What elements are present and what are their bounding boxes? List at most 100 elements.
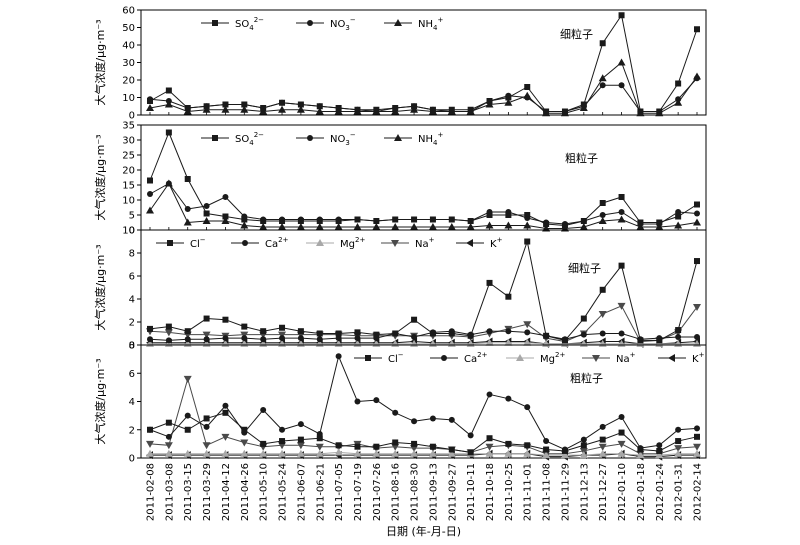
series-k [146, 449, 700, 461]
data-point-mg [296, 449, 305, 457]
data-point-ca [505, 328, 512, 335]
data-point-cl [335, 442, 342, 449]
data-point-ca [354, 335, 361, 342]
data-point-nh4 [240, 221, 249, 229]
legend-marker-na [391, 240, 399, 247]
data-point-nh4 [598, 74, 607, 82]
legend-label-base: K [692, 354, 699, 365]
data-point-so4 [580, 101, 587, 108]
data-point-so4 [335, 218, 342, 224]
data-point-cl [429, 330, 436, 337]
series-line-mg [150, 451, 697, 456]
data-point-no3 [524, 94, 531, 101]
data-point-cl [147, 426, 153, 433]
data-point-ca [694, 425, 700, 432]
data-point-mg [485, 338, 494, 346]
x-tick-label: 2011-12-27 [598, 463, 609, 521]
legend-item-cl: Cl− [354, 351, 404, 365]
panel-label: 细粒子 [560, 27, 593, 41]
data-point-no3 [675, 96, 682, 103]
legend-label-cl: Cl− [190, 236, 206, 250]
data-point-mg [221, 449, 230, 457]
data-point-cl [448, 446, 455, 453]
data-point-na [221, 433, 230, 441]
x-tick-label: 2011-11-01 [523, 463, 534, 521]
data-point-nh4 [504, 221, 513, 229]
data-point-so4 [486, 212, 493, 218]
data-point-cl [165, 323, 172, 330]
legend-label-no3: NO3− [330, 16, 356, 32]
legend-label-base: SO [235, 19, 249, 30]
data-point-mg [485, 449, 494, 457]
legend-label-na: Na+ [616, 351, 636, 365]
legend-label-base: Ca [265, 239, 278, 250]
data-point-so4 [222, 101, 229, 108]
data-point-mg [315, 449, 324, 457]
data-point-ca [599, 423, 606, 430]
x-tick-label: 2011-09-13 [428, 463, 439, 521]
series-so4 [147, 129, 700, 229]
legend-label-nh4: NH4+ [418, 131, 443, 147]
legend-label-superscript: − [398, 351, 404, 359]
y-tick-label: 20 [122, 76, 135, 87]
x-tick-label: 2011-10-18 [485, 463, 496, 521]
data-point-ca [241, 335, 248, 342]
data-point-so4 [392, 105, 399, 111]
data-point-so4 [147, 98, 153, 104]
legend-label-base: Mg [340, 239, 355, 250]
data-point-nh4 [183, 218, 192, 226]
x-tick-label: 2011-09-27 [447, 463, 458, 521]
legend-label-superscript: 2+ [477, 351, 487, 359]
data-point-ca [580, 331, 587, 338]
data-point-mg [655, 451, 664, 459]
y-tick-label: 20 [122, 166, 135, 177]
y-tick-label: 0 [129, 111, 135, 122]
data-point-no3 [165, 180, 172, 187]
data-point-ca [524, 329, 531, 336]
data-point-so4 [165, 87, 172, 94]
series-nh4 [146, 179, 701, 232]
data-point-mg [504, 338, 513, 346]
data-point-na [598, 443, 607, 451]
y-tick-label: 15 [122, 181, 135, 192]
legend-marker-no3 [307, 20, 313, 26]
legend-label-mg: Mg2+ [540, 351, 565, 365]
data-point-mg [598, 449, 607, 457]
series-line-na [149, 305, 698, 343]
legend-label-subscript: 4 [433, 24, 438, 32]
data-point-mg [146, 449, 154, 457]
y-tick-label: 8 [129, 249, 135, 260]
legend-marker-k [466, 239, 473, 247]
data-point-so4 [637, 219, 644, 226]
data-point-so4 [354, 106, 361, 113]
data-point-cl [486, 435, 493, 442]
data-point-so4 [599, 200, 606, 206]
data-point-so4 [354, 216, 361, 223]
data-point-so4 [561, 222, 568, 229]
legend-label-superscript: − [350, 16, 356, 24]
legend-item-so4: SO42− [201, 16, 264, 32]
data-point-so4 [184, 105, 191, 111]
data-point-no3 [599, 82, 606, 89]
legend-label-superscript: 2+ [555, 351, 565, 359]
data-point-cl [222, 409, 229, 416]
data-point-so4 [675, 213, 682, 220]
legend-label-base: Ca [464, 354, 477, 365]
legend-item-k: K+ [658, 351, 705, 365]
x-tick-label: 2012-01-10 [617, 463, 628, 521]
x-tick-label: 2011-07-19 [353, 463, 364, 521]
data-point-ca [486, 328, 493, 335]
data-point-mg [504, 449, 513, 457]
data-point-nh4 [598, 217, 607, 224]
data-point-so4 [279, 218, 286, 224]
legend-label-base: NO [330, 19, 345, 30]
data-point-so4 [222, 213, 229, 220]
data-point-mg [636, 451, 645, 459]
data-point-nh4 [240, 105, 249, 113]
data-point-mg [523, 449, 532, 457]
series-line-na [149, 377, 698, 455]
data-point-mg [259, 449, 268, 457]
legend-marker-cl [167, 240, 173, 246]
data-point-ca [448, 416, 455, 423]
